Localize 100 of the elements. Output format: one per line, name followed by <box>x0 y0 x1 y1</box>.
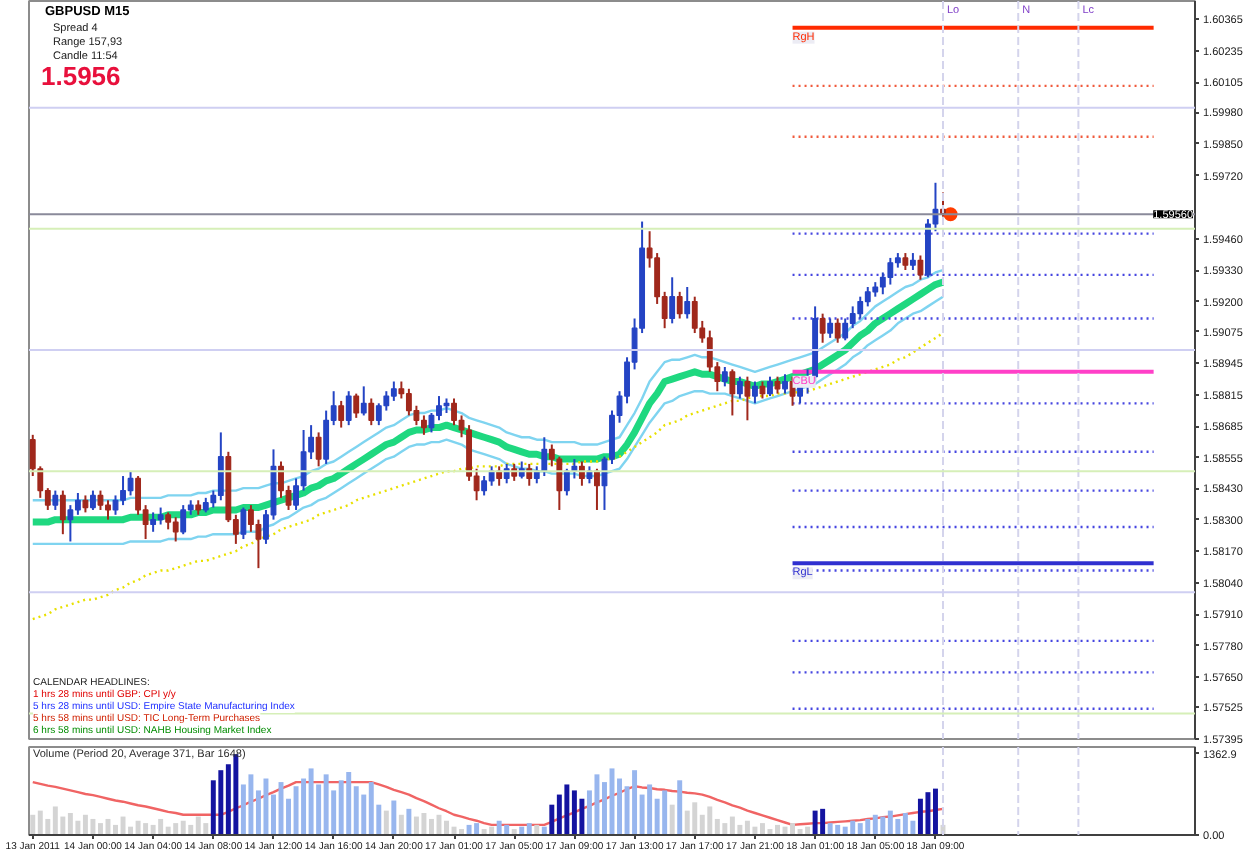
candlestick <box>353 392 360 419</box>
candlestick <box>736 375 743 400</box>
bar <box>722 823 728 835</box>
bar <box>413 816 419 835</box>
bar <box>52 806 58 835</box>
bar <box>113 824 118 835</box>
bar <box>910 820 916 835</box>
candlestick <box>90 489 96 511</box>
candlestick <box>676 290 683 320</box>
bar <box>248 774 254 835</box>
bar <box>865 818 871 835</box>
candlestick <box>421 414 427 436</box>
candlestick <box>127 470 134 497</box>
candlestick <box>405 387 412 417</box>
bar <box>346 771 352 835</box>
candlestick <box>782 373 788 395</box>
candlestick <box>827 317 834 339</box>
bar <box>466 824 472 835</box>
candlestick <box>67 504 74 543</box>
bar <box>790 823 796 835</box>
bar <box>421 813 427 835</box>
candlestick <box>721 365 728 388</box>
bar <box>436 814 442 835</box>
candlestick <box>180 504 187 536</box>
bar <box>158 818 164 835</box>
bar <box>82 814 88 835</box>
bar <box>338 780 344 835</box>
candlestick <box>594 467 600 511</box>
candlestick <box>563 467 570 497</box>
bar <box>895 818 901 835</box>
bar <box>880 816 886 835</box>
bar <box>90 818 96 835</box>
bar <box>391 800 397 835</box>
bar <box>406 808 412 835</box>
bar <box>37 810 43 835</box>
candlestick <box>428 412 435 434</box>
bar <box>263 778 269 835</box>
candlestick <box>481 475 488 497</box>
bar <box>120 816 126 835</box>
bar <box>812 810 818 835</box>
bar <box>932 788 938 835</box>
bar <box>684 810 690 835</box>
candlestick <box>150 511 157 533</box>
candlestick <box>684 285 691 320</box>
candlestick <box>240 506 247 541</box>
bar <box>323 774 329 835</box>
candlestick <box>752 380 758 405</box>
annotation: 1.5956 <box>41 61 121 91</box>
bar <box>188 824 194 835</box>
candlestick <box>729 368 736 417</box>
bar <box>383 810 389 835</box>
candlestick <box>120 475 126 507</box>
bar <box>632 770 638 835</box>
candlestick <box>74 492 81 516</box>
bar <box>759 823 765 835</box>
bar <box>835 824 841 835</box>
bar <box>398 814 404 835</box>
bar <box>729 816 735 835</box>
bar <box>902 813 908 835</box>
candlestick <box>105 499 111 521</box>
bar <box>594 774 600 835</box>
candlestick <box>767 375 773 398</box>
line-series <box>31 780 945 827</box>
candlestick <box>819 312 826 344</box>
bar <box>143 823 149 835</box>
bar <box>737 824 743 835</box>
candlestick <box>887 256 894 286</box>
bar <box>526 823 532 835</box>
bar <box>850 820 856 835</box>
bar <box>180 820 186 835</box>
candlestick <box>451 397 457 427</box>
bar <box>368 782 374 835</box>
bar <box>925 792 931 835</box>
candlestick <box>360 385 367 417</box>
candlestick <box>541 436 548 478</box>
bar <box>496 820 502 835</box>
candlestick <box>834 317 841 344</box>
bar <box>820 808 826 835</box>
bar <box>887 810 893 835</box>
bar <box>203 823 209 835</box>
bar <box>293 786 299 835</box>
bar <box>218 770 224 835</box>
candlestick <box>97 489 104 511</box>
candlestick <box>488 465 495 487</box>
bar <box>428 818 434 835</box>
bar <box>474 823 480 835</box>
candlestick <box>172 516 179 543</box>
bar <box>692 802 698 835</box>
bar <box>707 806 713 835</box>
candlestick <box>744 375 751 422</box>
bar <box>669 804 675 835</box>
bar <box>135 820 141 835</box>
candlestick <box>59 489 66 536</box>
bar <box>150 824 156 835</box>
bar <box>677 780 683 835</box>
bar <box>579 798 585 835</box>
candlestick <box>217 431 224 502</box>
bar <box>857 823 863 835</box>
candlestick <box>864 285 871 308</box>
bar <box>534 824 540 835</box>
